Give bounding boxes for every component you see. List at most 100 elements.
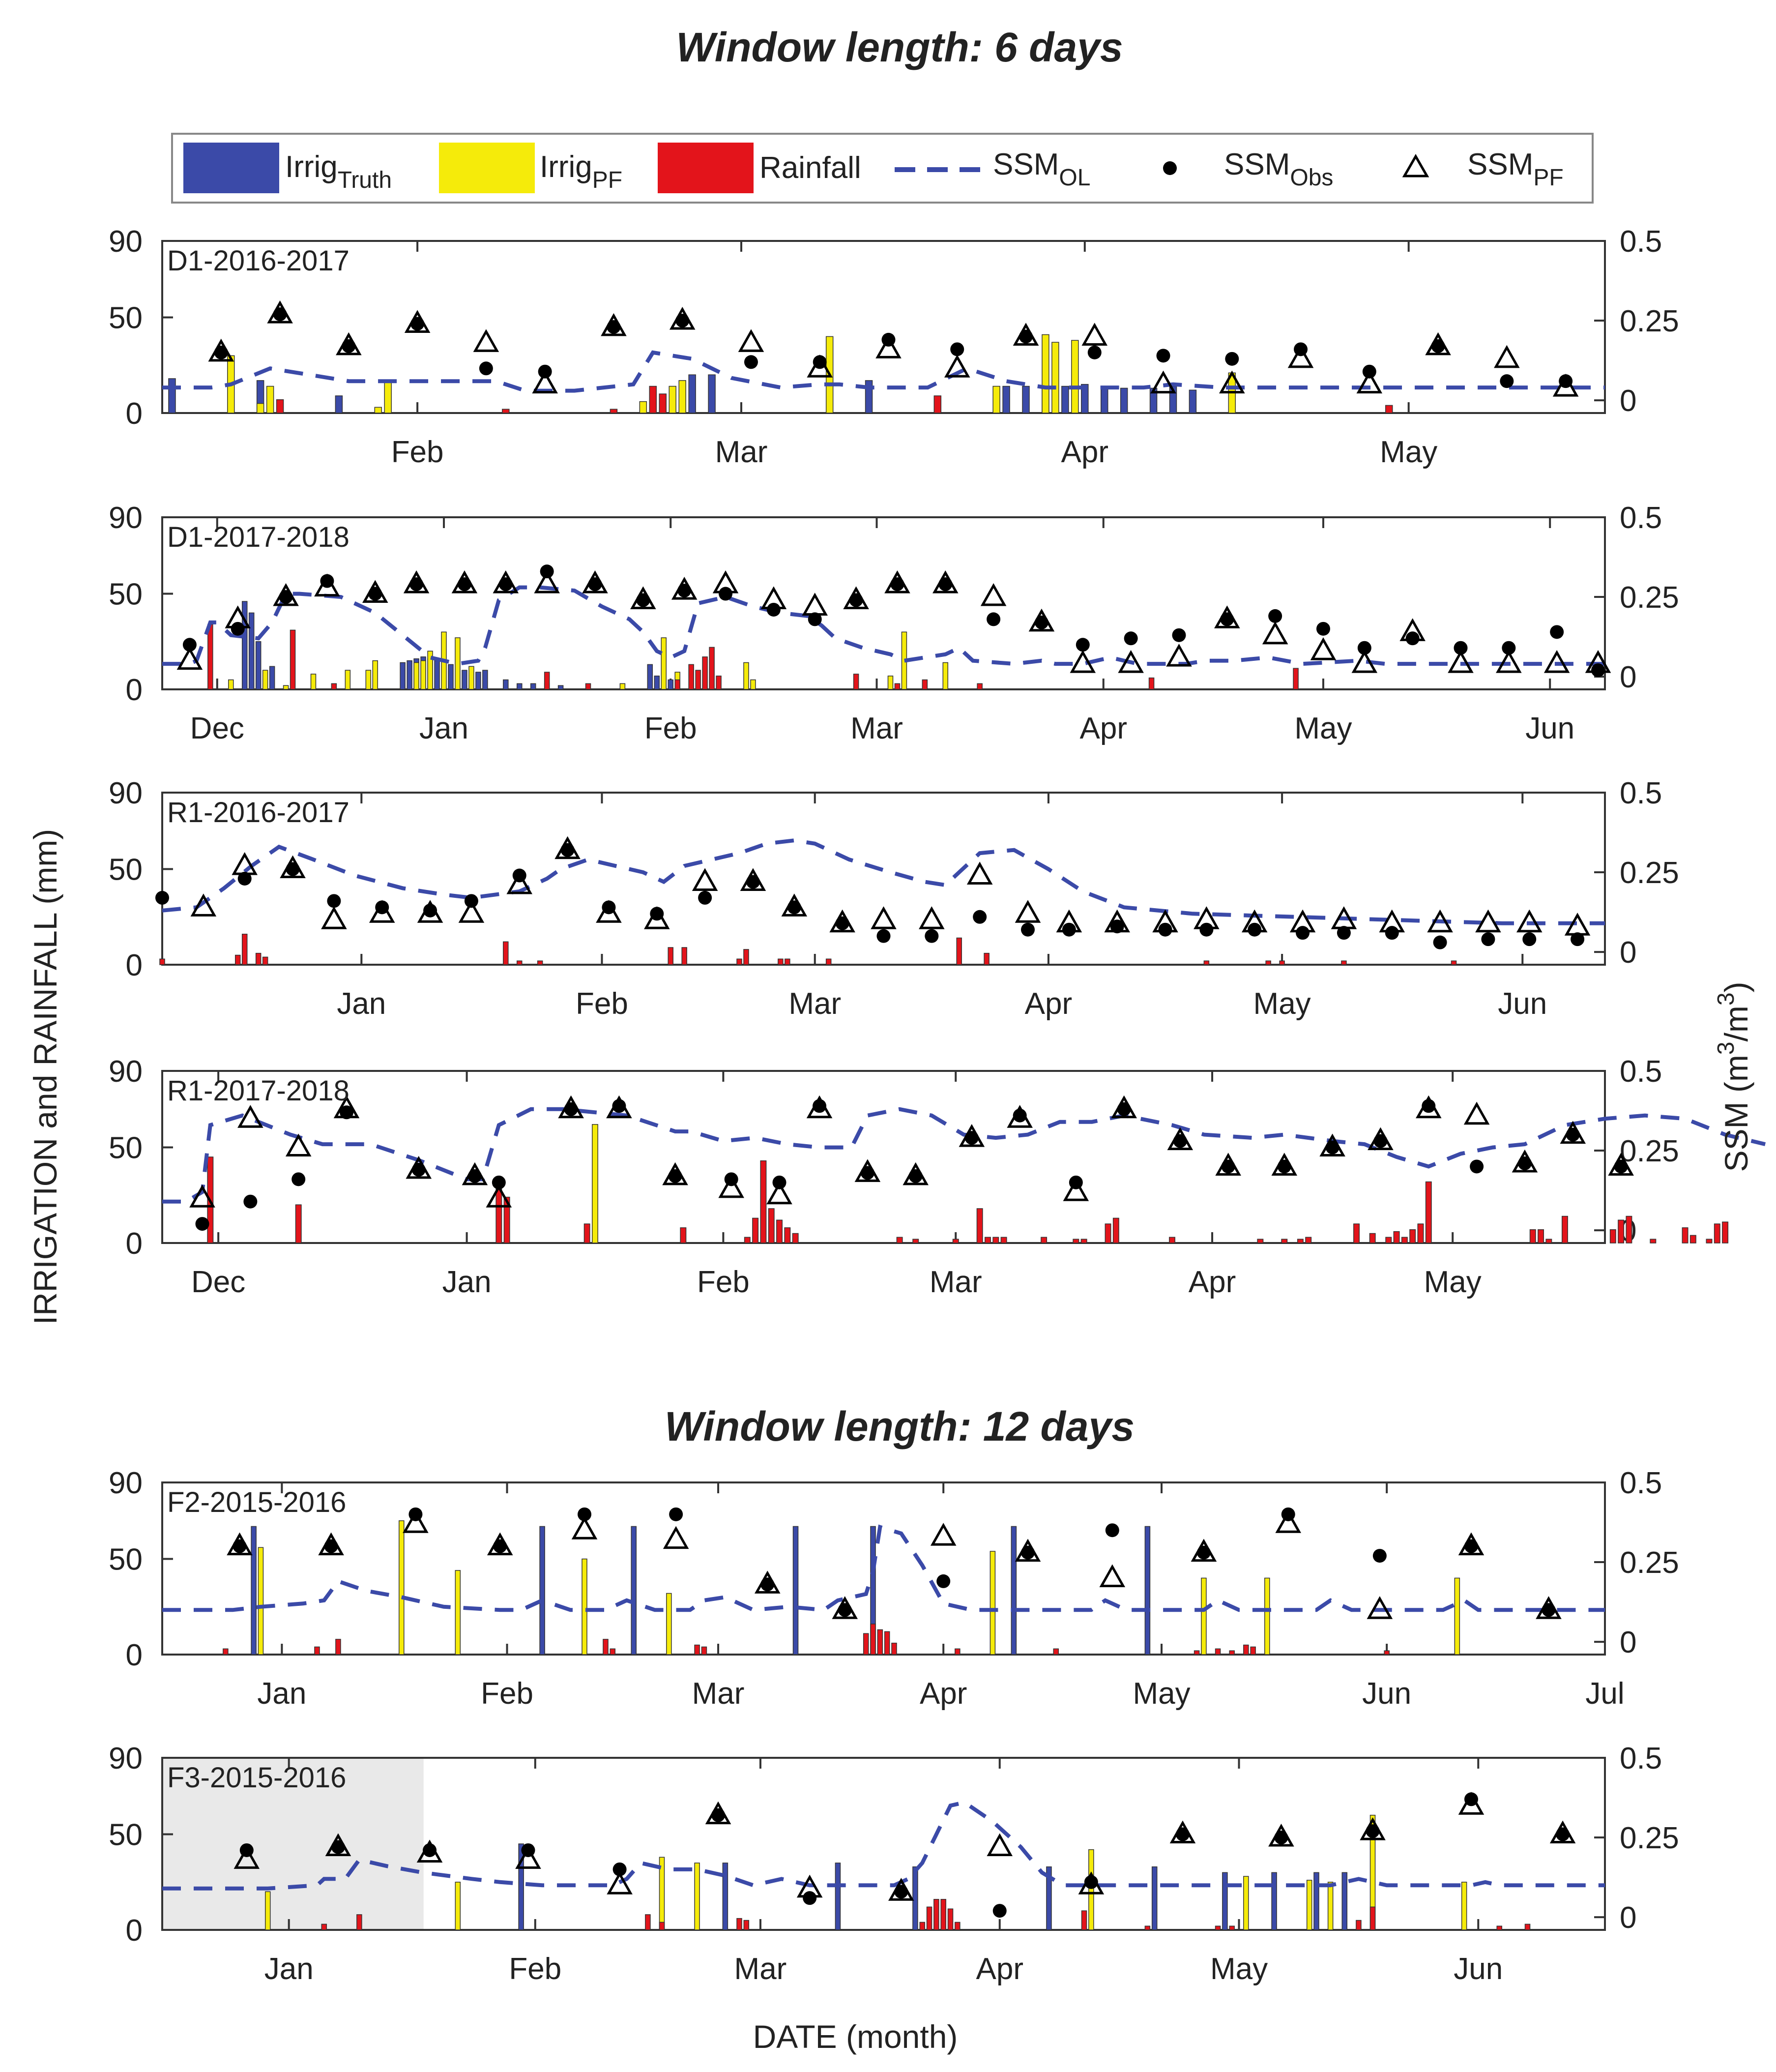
ssm-pf-point (558, 1095, 584, 1119)
irrig-truth-bar (251, 1526, 257, 1655)
ssm-obs-point (1470, 1159, 1484, 1174)
rainfall-bar (1545, 1239, 1552, 1243)
rainfall-bar (1409, 1229, 1416, 1243)
x-tick-label: Jun (1525, 711, 1574, 745)
ssm-pf-point (1150, 370, 1176, 394)
y-tick-label-right: 0.25 (1620, 1821, 1679, 1855)
panel-f2-2015-2016: 0 50 90 0 0.25 0.5 Jan Feb Mar Apr May Jun Jul F2-201… (109, 1466, 1679, 1711)
irrig-truth-bar (708, 374, 716, 414)
ssm-obs-point (1110, 919, 1124, 934)
ssm-pf-point (1310, 637, 1337, 660)
ssm-obs-point (1105, 1523, 1119, 1538)
irrig-pf-bar (374, 407, 382, 414)
x-tick-label: Jun (1498, 987, 1547, 1021)
rainfall-bar (940, 1899, 946, 1930)
irrig-truth-bar (241, 601, 248, 690)
irrig-pf-bar (384, 380, 392, 414)
ssm-pf-point (807, 355, 833, 378)
ssm-pf-point (506, 871, 533, 894)
ssm-pf-point (1415, 1095, 1442, 1119)
legend-marker-ssm-obs (1163, 161, 1177, 175)
rainfall-bar (884, 1631, 890, 1655)
ssm-ol-line (162, 350, 1605, 393)
rainfall-bar (743, 949, 749, 965)
rainfall-bar (537, 960, 543, 965)
rainfall-bar (1626, 1215, 1632, 1243)
rainfall-bar (1689, 1235, 1696, 1243)
y-tick-label-left: 90 (109, 501, 143, 535)
y-tick-label-right: 0.25 (1620, 1134, 1679, 1168)
legend-label-irrig-pf: IrrigPF (540, 150, 622, 193)
panel-f3-2015-2016: 0 50 90 0 0.25 0.5 Jan Feb Mar Apr May Jun F3-2015-2… (109, 1742, 1679, 1986)
ssm-pf-point (1104, 909, 1130, 933)
rainfall-bar (331, 683, 337, 690)
ssm-obs-point (237, 872, 252, 886)
ssm-obs-point (698, 890, 712, 905)
rainfall-bar (695, 670, 701, 690)
ssm-pf-point (1167, 1127, 1194, 1151)
rainfall-bar (1393, 1231, 1400, 1243)
rainfall-bar (1243, 1644, 1249, 1655)
rainfall-bar (295, 1204, 302, 1243)
ssm-obs-point (1087, 345, 1102, 359)
legend-label-ssm-pf: SSMPF (1467, 148, 1564, 191)
irrig-truth-bar (482, 670, 488, 690)
irrig-truth-bar (517, 683, 523, 690)
y-tick-label-left: 50 (109, 301, 143, 335)
y-axis-label-right: SSM (m3/m3) (1713, 981, 1754, 1172)
rainfall-bar (1384, 1650, 1390, 1655)
x-tick-label: Jun (1362, 1677, 1411, 1711)
rainfall-bar (1041, 1237, 1048, 1243)
rainfall-bar (674, 679, 680, 690)
ssm-pf-point (325, 1833, 351, 1856)
ssm-pf-point (189, 1184, 215, 1208)
rainfall-bar (681, 947, 687, 965)
ssm-obs-point (1124, 631, 1138, 646)
irrig-truth-bar (688, 374, 696, 414)
irrig-pf-bar (413, 662, 419, 690)
y-tick-label-left: 0 (126, 1638, 143, 1672)
ssm-pf-point (1351, 650, 1378, 673)
panel-label: D1-2017-2018 (167, 521, 349, 553)
ssm-obs-point (1076, 638, 1090, 652)
ssm-obs-point (987, 612, 1001, 626)
rainfall-bar (891, 1642, 897, 1655)
irrig-pf-bar (1201, 1577, 1207, 1655)
ssm-pf-point (318, 1532, 344, 1556)
ssm-pf-point (843, 586, 869, 610)
ssm-pf-point (966, 861, 993, 885)
ssm-pf-point (796, 1874, 823, 1898)
rainfall-bar (585, 683, 591, 690)
rainfall-bar (1293, 668, 1299, 690)
ssm-obs-point (155, 890, 169, 905)
irrig-truth-bar (1222, 1872, 1228, 1930)
ssm-pf-point (766, 1181, 792, 1205)
rainfall-bar (1425, 1181, 1432, 1243)
irrig-truth-bar (835, 1863, 841, 1930)
rainfall-bar (701, 1646, 707, 1655)
irrig-pf-bar (228, 679, 234, 690)
x-tick-label: May (1294, 711, 1352, 745)
ssm-pf-point (493, 570, 519, 593)
rainfall-bar (1356, 1920, 1362, 1930)
rainfall-bar (262, 956, 268, 965)
irrig-pf-bar (942, 662, 949, 690)
rainfall-bar (1279, 960, 1285, 965)
ssm-pf-point (1536, 1596, 1562, 1619)
x-tick-label: May (1424, 1265, 1482, 1299)
irrig-truth-bar (1144, 1526, 1151, 1655)
ssm-pf-point (663, 1526, 689, 1549)
ssm-pf-point (1219, 370, 1245, 394)
ssm-pf-point (1427, 909, 1453, 933)
irrig-pf-bar (661, 637, 667, 690)
ssm-obs-point (1500, 374, 1514, 388)
rainfall-bar (716, 676, 722, 690)
irrig-truth-bar (1061, 385, 1069, 414)
ssm-pf-point (176, 647, 203, 670)
rainfall-bar (502, 409, 510, 414)
rainfall-bar (241, 934, 248, 965)
irrig-truth-bar (530, 683, 536, 690)
y-tick-label-right: 0 (1620, 1901, 1636, 1935)
rainfall-bar (1229, 1925, 1235, 1930)
rainfall-bar (933, 1899, 939, 1930)
